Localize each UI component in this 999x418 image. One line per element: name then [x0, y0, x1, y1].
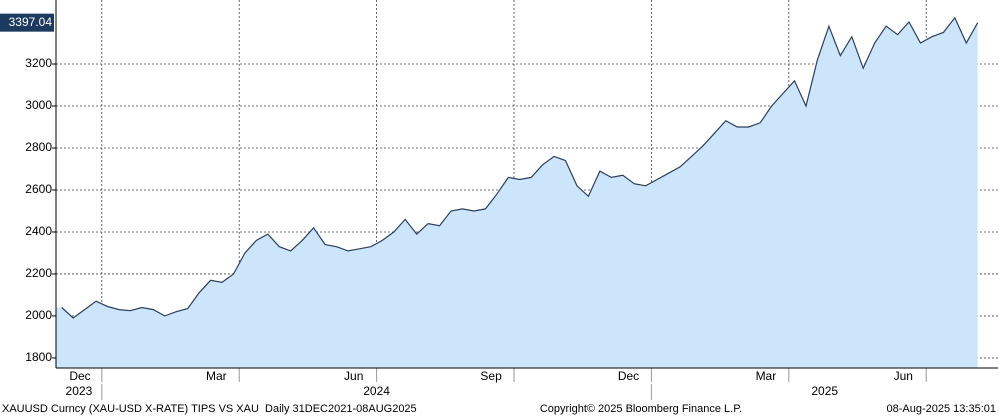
x-tick-label: Dec [69, 369, 90, 383]
last-value-label: 3397.04 [9, 15, 53, 29]
line [61, 16, 979, 319]
y-tick-label: 1800 [25, 350, 52, 364]
x-tick-label: Sep [480, 369, 502, 383]
x-tick-label: Jun [894, 369, 913, 383]
x-tick-label: Mar [206, 369, 227, 383]
x-tick-label: Mar [756, 369, 777, 383]
footer-center: Copyright© 2025 Bloomberg Finance L.P. [540, 403, 742, 415]
y-tick-label: 2400 [25, 224, 52, 238]
y-tick-label: 3200 [25, 56, 52, 70]
year-label: 2025 [811, 384, 838, 398]
y-tick-label: 2800 [25, 140, 52, 154]
area [56, 17, 978, 369]
y-tick-label: 2000 [25, 308, 52, 322]
year-label: 2023 [66, 384, 93, 398]
x-tick-label: Jun [344, 369, 363, 383]
y-tick-label: 3000 [25, 98, 52, 112]
footer-right: 08-Aug-2025 13:35:01 [887, 403, 996, 415]
y-tick-label: 2600 [25, 182, 52, 196]
x-tick-label: Dec [618, 369, 639, 383]
y-tick-label: 2200 [25, 266, 52, 280]
footer-left: XAUUSD Curncy (XAU-USD X-RATE) TIPS VS X… [2, 403, 417, 415]
last-value-tag [0, 13, 54, 32]
year-label: 2024 [363, 384, 390, 398]
